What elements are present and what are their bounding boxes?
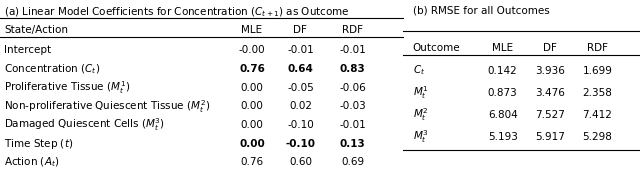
Text: (a) Linear Model Coefficients for Concentration ($C_{t+1}$) as Outcome: (a) Linear Model Coefficients for Concen… (4, 5, 349, 19)
Text: State/Action: State/Action (4, 25, 68, 35)
Text: $M_t^1$: $M_t^1$ (413, 84, 428, 101)
Text: 3.936: 3.936 (535, 66, 565, 75)
Text: 7.527: 7.527 (535, 110, 565, 120)
Text: RDF: RDF (342, 25, 364, 35)
Text: $M_t^2$: $M_t^2$ (413, 106, 428, 123)
Text: Concentration ($C_t$): Concentration ($C_t$) (4, 62, 100, 76)
Text: Action ($A_t$): Action ($A_t$) (4, 156, 60, 169)
Text: 0.02: 0.02 (289, 101, 312, 111)
Text: 0.69: 0.69 (341, 157, 364, 167)
Text: 2.358: 2.358 (582, 88, 612, 98)
Text: MLE: MLE (492, 43, 513, 53)
Text: 5.917: 5.917 (535, 132, 565, 142)
Text: Outcome: Outcome (413, 43, 460, 53)
Text: 0.76: 0.76 (241, 157, 264, 167)
Text: Time Step ($t$): Time Step ($t$) (4, 137, 73, 151)
Text: Damaged Quiescent Cells ($M_t^3$): Damaged Quiescent Cells ($M_t^3$) (4, 117, 165, 133)
Text: -0.06: -0.06 (339, 83, 366, 92)
Text: MLE: MLE (241, 25, 262, 35)
Text: Non-proliferative Quiescent Tissue ($M_t^2$): Non-proliferative Quiescent Tissue ($M_t… (4, 98, 211, 115)
Text: (b) RMSE for all Outcomes: (b) RMSE for all Outcomes (413, 5, 549, 15)
Text: 0.00: 0.00 (241, 83, 264, 92)
Text: $M_t^3$: $M_t^3$ (413, 129, 428, 145)
Text: 0.83: 0.83 (340, 64, 365, 74)
Text: 0.64: 0.64 (287, 64, 314, 74)
Text: 5.298: 5.298 (582, 132, 612, 142)
Text: 0.00: 0.00 (239, 139, 265, 149)
Text: 3.476: 3.476 (535, 88, 565, 98)
Text: -0.01: -0.01 (339, 120, 366, 130)
Text: DF: DF (294, 25, 307, 35)
Text: 0.00: 0.00 (241, 101, 264, 111)
Text: 0.142: 0.142 (488, 66, 518, 75)
Text: -0.10: -0.10 (287, 120, 314, 130)
Text: DF: DF (543, 43, 557, 53)
Text: Intercept: Intercept (4, 45, 51, 55)
Text: 0.76: 0.76 (239, 64, 265, 74)
Text: -0.01: -0.01 (287, 45, 314, 55)
Text: -0.05: -0.05 (287, 83, 314, 92)
Text: RDF: RDF (587, 43, 608, 53)
Text: -0.01: -0.01 (339, 45, 366, 55)
Text: 7.412: 7.412 (582, 110, 612, 120)
Text: -0.00: -0.00 (239, 45, 266, 55)
Text: 5.193: 5.193 (488, 132, 518, 142)
Text: 0.13: 0.13 (340, 139, 365, 149)
Text: 1.699: 1.699 (582, 66, 612, 75)
Text: 0.00: 0.00 (241, 120, 264, 130)
Text: -0.10: -0.10 (285, 139, 316, 149)
Text: 0.873: 0.873 (488, 88, 518, 98)
Text: -0.03: -0.03 (339, 101, 366, 111)
Text: 0.60: 0.60 (289, 157, 312, 167)
Text: Proliferative Tissue ($M_t^1$): Proliferative Tissue ($M_t^1$) (4, 79, 130, 96)
Text: 6.804: 6.804 (488, 110, 518, 120)
Text: $C_t$: $C_t$ (413, 64, 425, 78)
